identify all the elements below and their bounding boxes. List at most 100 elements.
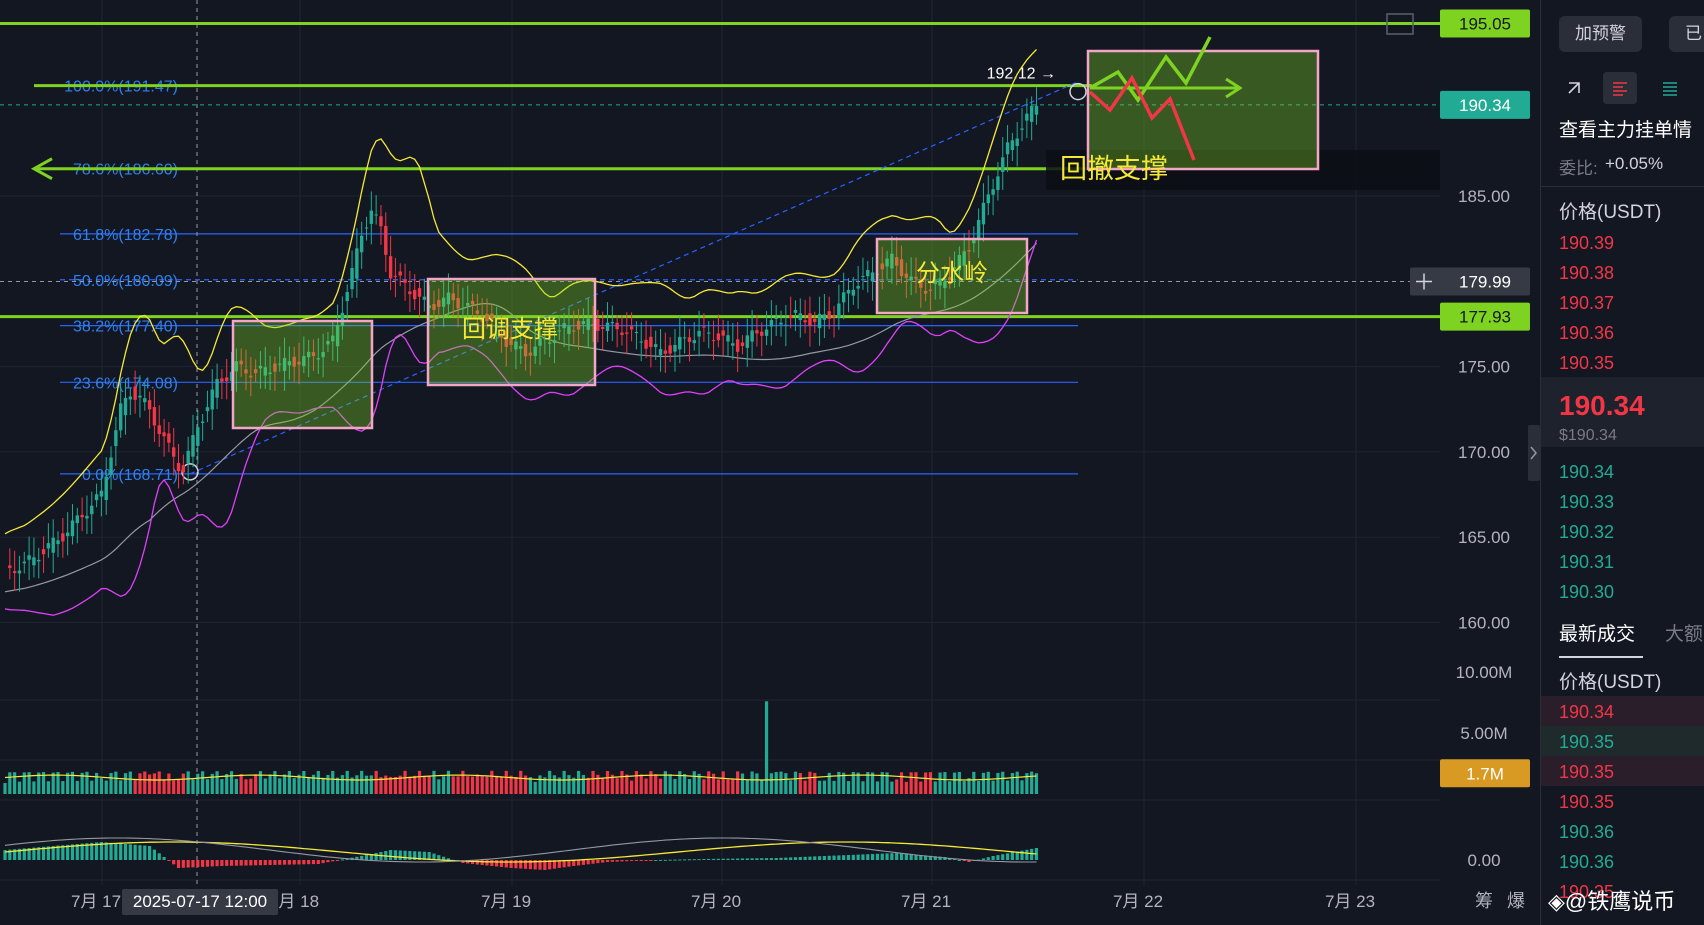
tab-large-trades[interactable]: 大额 [1665,624,1704,645]
volume-bar [316,770,320,794]
volume-bar [413,775,417,794]
macd-bar [861,854,865,860]
volume-bar [374,770,378,794]
volume-bar [162,779,166,794]
bid-price[interactable]: 190.31 [1559,552,1615,572]
volume-bar [842,772,846,794]
macd-bar [220,860,224,866]
candle-body [1015,138,1019,146]
bid-price[interactable]: 190.34 [1559,462,1615,482]
volume-bar [119,780,123,794]
macd-bar [13,849,17,860]
macd-bar [85,843,89,860]
bid-price[interactable]: 190.32 [1559,522,1615,542]
volume-bar [610,774,614,794]
candle-body [138,395,142,398]
candle-body [470,300,475,305]
box-watershed [875,237,1029,315]
candle-body [475,310,480,314]
candle-body [1020,128,1024,130]
macd-bar [639,860,643,861]
price-chart[interactable]: 185.00175.00170.00165.00160.00100.0%(191… [0,0,1540,925]
volume-bar [972,771,976,794]
volume-bar [683,773,687,794]
trade-price: 190.35 [1559,762,1615,782]
arrow-right-icon [1225,77,1243,99]
volume-bar [176,779,181,794]
macd-bar [721,858,725,860]
macd-bar [576,860,581,866]
list-icon[interactable] [1653,72,1687,104]
macd-bar [389,850,393,860]
volume-bar [981,772,986,794]
volume-bar [186,771,190,794]
time-tick-label: 7月 23 [1325,892,1375,911]
macd-bar [601,860,605,863]
crosshair-time-label: 2025-07-17 12:00 [133,892,267,911]
box-watershed-label: 分水岭 [916,260,988,287]
volume-bar [909,772,913,794]
orderbook-title[interactable]: 查看主力挂单情 [1559,120,1693,141]
volume-bar [345,770,349,794]
macd-bar [591,860,595,864]
candle-body [75,515,79,524]
candle-body [27,555,31,560]
volume-bar [702,779,706,794]
volume-bar [138,773,142,794]
fib-anchor-high [1069,82,1087,101]
bid-price[interactable]: 190.30 [1559,582,1615,602]
box-pullback-support-label: 回调支撑 [462,316,558,343]
macd-bar [875,853,880,860]
volume-bar [967,778,971,794]
macd-bar [495,860,499,867]
ask-price[interactable]: 190.39 [1559,233,1615,253]
volume-bar [287,771,291,794]
set-alert-button[interactable]: 已 [1669,16,1704,52]
macd-bar [268,860,272,865]
volume-bar [456,776,460,794]
ask-price[interactable]: 190.38 [1559,263,1615,283]
macd-bar [996,855,1000,860]
volume-bar [297,774,301,794]
volume-bar [379,777,383,794]
candle-body [605,322,610,332]
macd-bar [307,860,311,865]
candle-body [822,314,827,320]
candle-body [629,326,634,330]
macd-bar [191,860,195,868]
volume-bar [745,779,749,794]
macd-bar [99,842,103,860]
burst-label: 爆 [1507,891,1525,911]
chart-area[interactable]: 185.00175.00170.00165.00160.00100.0%(191… [0,0,1540,925]
layout-icon[interactable] [1559,72,1593,104]
tab-latest-trades[interactable]: 最新成交 [1559,624,1636,645]
bid-price[interactable]: 190.33 [1559,492,1615,512]
volume-bar [504,770,508,794]
orderbook-both-icon[interactable] [1603,72,1637,104]
volume-bar [201,771,205,794]
volume-bar [938,772,942,794]
candle-body [490,313,494,320]
candle-body [480,318,484,322]
add-alert-button[interactable]: 加预警 [1559,16,1642,52]
ask-price[interactable]: 190.37 [1559,293,1615,313]
macd-bar [41,846,46,860]
candle-body [32,557,36,566]
ask-price[interactable]: 190.35 [1559,353,1615,373]
macd-bar [630,860,634,861]
volume-bar [736,771,740,794]
candle-body [51,537,55,553]
arrow-left-icon [30,157,53,181]
macd-bar [760,858,764,860]
plus-icon [1416,273,1432,290]
ask-price[interactable]: 190.36 [1559,323,1615,343]
macd-bar [446,858,451,860]
macd-bar [123,844,128,860]
candle-body [143,398,147,403]
macd-bar [952,859,957,860]
volume-bar [649,771,653,794]
macd-bar [586,860,590,865]
candle-body [133,386,137,400]
volume-bar [919,781,923,794]
volume-bar [871,772,875,794]
